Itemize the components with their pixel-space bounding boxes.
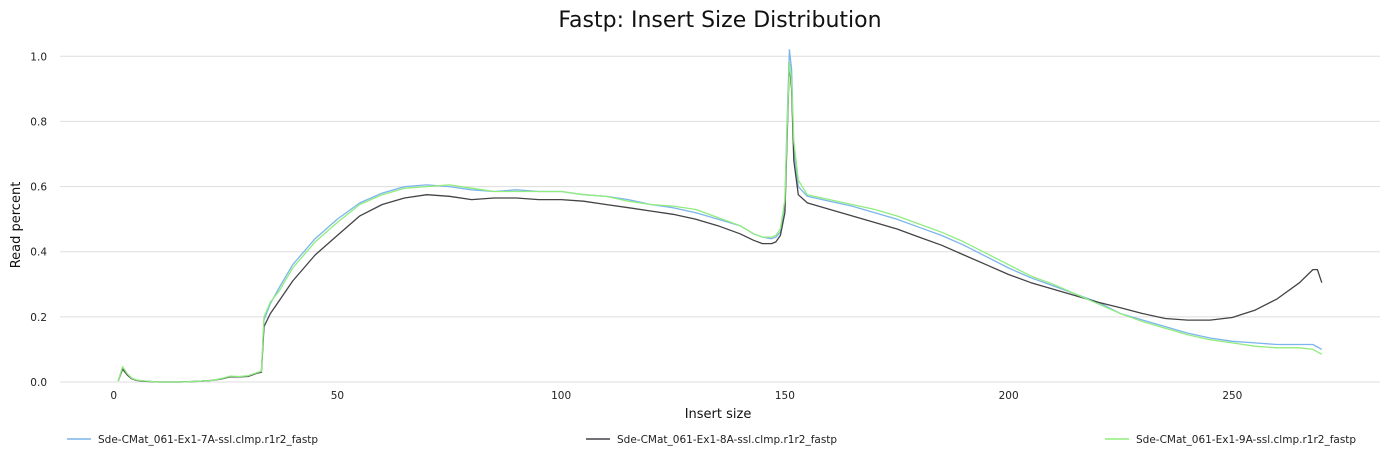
x-tick-label: 200 [999, 390, 1019, 402]
y-tick-label: 1.0 [30, 51, 47, 63]
y-axis-label: Read percent [9, 182, 24, 269]
series-lines [117, 49, 1323, 383]
x-tick-label: 150 [775, 390, 795, 402]
legend-label: Sde-CMat_061-Ex1-9A-ssl.clmp.r1r2_fastp [1136, 434, 1356, 446]
x-tick-label: 100 [551, 390, 571, 402]
series-line-2 [117, 62, 1323, 383]
legend-item-1[interactable]: Sde-CMat_061-Ex1-7A-ssl.clmp.r1r2_fastp [67, 434, 318, 446]
legend-label: Sde-CMat_061-Ex1-8A-ssl.clmp.r1r2_fastp [617, 434, 837, 446]
legend-item-2[interactable]: Sde-CMat_061-Ex1-8A-ssl.clmp.r1r2_fastp [586, 434, 837, 446]
x-axis-label: Insert size [685, 407, 752, 422]
x-tick-label: 250 [1222, 390, 1242, 402]
grid-lines [60, 55, 1380, 383]
legend-item-3[interactable]: Sde-CMat_061-Ex1-9A-ssl.clmp.r1r2_fastp [1105, 434, 1356, 446]
series-line-1 [117, 49, 1323, 383]
series-line-3 [117, 62, 1323, 383]
y-tick-label: 0.6 [30, 182, 47, 194]
x-tick-label: 0 [110, 390, 117, 402]
y-tick-label: 0.8 [30, 116, 47, 128]
chart-title: Fastp: Insert Size Distribution [558, 8, 881, 33]
y-tick-label: 0.0 [30, 377, 47, 389]
legend: Sde-CMat_061-Ex1-7A-ssl.clmp.r1r2_fastp S… [67, 434, 1356, 446]
x-axis-ticks: 0 50 100 150 200 250 [110, 390, 1242, 402]
y-axis-ticks: 0.0 0.2 0.4 0.6 0.8 1.0 [30, 51, 47, 389]
y-tick-label: 0.4 [30, 247, 47, 259]
legend-label: Sde-CMat_061-Ex1-7A-ssl.clmp.r1r2_fastp [98, 434, 318, 446]
y-tick-label: 0.2 [30, 312, 47, 324]
x-tick-label: 50 [331, 390, 344, 402]
